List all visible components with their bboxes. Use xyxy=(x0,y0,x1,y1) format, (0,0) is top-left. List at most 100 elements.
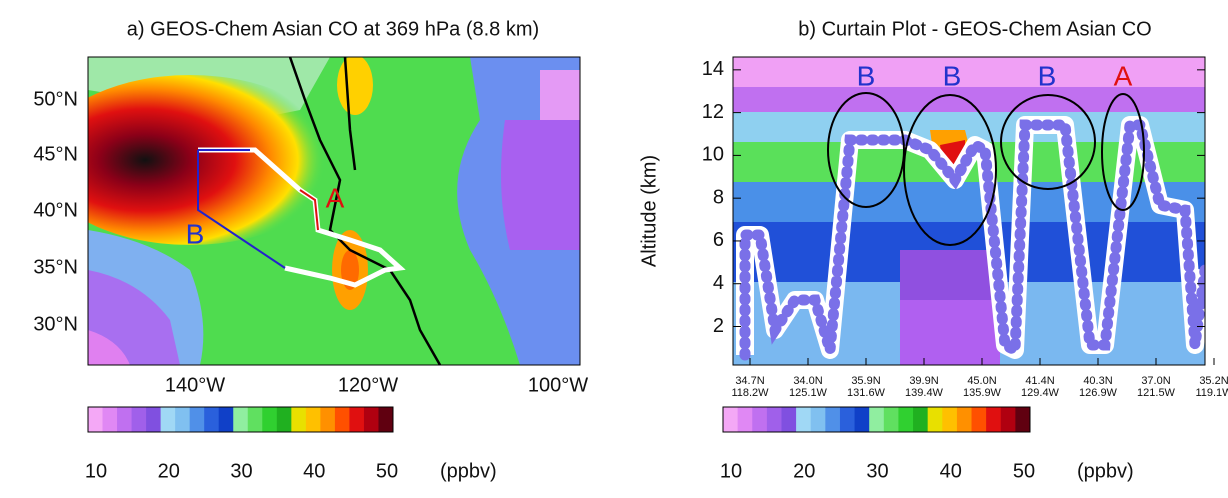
colorbar-tick-label: 30 xyxy=(230,460,252,482)
colorbar-frame xyxy=(87,406,394,433)
map-frame xyxy=(87,56,581,366)
x-tick-label: 125.1W xyxy=(789,387,828,399)
colorbar-cell xyxy=(796,407,812,432)
lat-label: 40°N xyxy=(33,199,78,221)
colorbar-cell xyxy=(956,407,973,432)
colorbar-tick-label: 40 xyxy=(940,460,962,482)
x-tick-label: 45.0N xyxy=(967,375,996,387)
lat-label: 35°N xyxy=(33,256,78,278)
highlight-ellipse xyxy=(1000,94,1096,190)
curtain-annotation: A xyxy=(1114,60,1133,91)
x-tick-label: 39.9N xyxy=(909,375,938,387)
highlight-ellipse xyxy=(903,94,997,246)
x-tick-label: 37.0N xyxy=(1141,375,1170,387)
highlight-ellipse xyxy=(1101,93,1145,211)
lon-label: 140°W xyxy=(165,374,225,396)
colorbar-cell xyxy=(160,407,176,432)
highlight-ellipse xyxy=(827,92,905,208)
colorbar-cell xyxy=(291,407,307,432)
colorbar-cell xyxy=(334,407,350,432)
colorbar-cell xyxy=(883,407,899,432)
y-tick-label: 10 xyxy=(702,144,724,166)
y-tick-label: 12 xyxy=(702,101,724,123)
colorbar-tick-label: 40 xyxy=(303,460,325,482)
colorbar-cell xyxy=(781,407,797,432)
colorbar-cell xyxy=(854,407,870,432)
colorbar-cell xyxy=(810,407,826,432)
colorbar-cell xyxy=(189,407,205,432)
colorbar-cell xyxy=(1000,407,1016,432)
colorbar-cell xyxy=(1015,407,1031,432)
y-tick-label: 4 xyxy=(713,272,724,294)
curtain-annotation: B xyxy=(1038,60,1057,91)
y-tick-label: 6 xyxy=(713,229,724,251)
colorbar-cell xyxy=(927,407,943,432)
colorbar-tick-label: 10 xyxy=(85,460,107,482)
y-tick-label: 2 xyxy=(713,315,724,337)
colorbar-cell xyxy=(839,407,856,432)
colorbar-cell xyxy=(320,407,336,432)
x-tick-label: 35.2N xyxy=(1199,375,1228,387)
colorbar-tick-label: 20 xyxy=(793,460,815,482)
map-annotation: A xyxy=(326,182,345,213)
x-tick-label: 119.1W xyxy=(1195,387,1228,399)
colorbar-cell xyxy=(175,407,191,432)
x-tick-label: 118.2W xyxy=(731,387,769,399)
colorbar-cell xyxy=(869,407,885,432)
colorbar-cell xyxy=(102,407,118,432)
colorbar-cell xyxy=(276,407,292,432)
map-field xyxy=(88,57,580,365)
colorbar-cell xyxy=(378,407,394,432)
curtain-frame xyxy=(732,56,1206,366)
colorbar-cell xyxy=(898,407,914,432)
map-annotation: B xyxy=(186,218,205,249)
y-tick-label: 8 xyxy=(713,186,724,208)
x-tick-label: 139.4W xyxy=(905,387,944,399)
colorbar-cell xyxy=(247,407,263,432)
colorbar-cell xyxy=(262,407,278,432)
x-tick-label: 121.5W xyxy=(1137,387,1176,399)
colorbar-cell xyxy=(233,407,249,432)
x-tick-label: 129.4W xyxy=(1021,387,1060,399)
colorbar-cell xyxy=(349,407,365,432)
colorbar-cell xyxy=(942,407,958,432)
colorbar-cell xyxy=(986,407,1002,432)
colorbar-tick-label: 50 xyxy=(1013,460,1035,482)
lon-label: 100°W xyxy=(528,374,588,396)
colorbar-cell xyxy=(88,407,104,432)
x-tick-label: 40.3N xyxy=(1083,375,1112,387)
colorbar-unit: (ppbv) xyxy=(440,460,497,482)
lon-label: 120°W xyxy=(338,374,398,396)
colorbar-cell xyxy=(146,407,162,432)
colorbar-cell xyxy=(766,407,782,432)
lat-label: 30°N xyxy=(33,313,78,335)
colorbar-cell xyxy=(971,407,987,432)
curtain-field xyxy=(733,57,1205,365)
curtain-title: b) Curtain Plot - GEOS-Chem Asian CO xyxy=(798,18,1151,40)
x-tick-label: 34.7N xyxy=(735,375,764,387)
colorbar-cell xyxy=(825,407,841,432)
x-tick-label: 41.4N xyxy=(1025,375,1054,387)
x-tick-label: 35.9N xyxy=(851,375,880,387)
colorbar-cell xyxy=(218,407,234,432)
x-tick-label: 131.6W xyxy=(847,387,886,399)
colorbar-cell xyxy=(752,407,768,432)
colorbar-cell xyxy=(363,407,379,432)
colorbar-cell xyxy=(131,407,147,432)
colorbar-tick-label: 50 xyxy=(376,460,398,482)
colorbar-cell xyxy=(117,407,133,432)
colorbar-cell xyxy=(204,407,220,432)
curtain-annotation: B xyxy=(943,60,962,91)
lat-label: 45°N xyxy=(33,143,78,165)
y-axis-label: Altitude (km) xyxy=(638,155,660,267)
colorbar-tick-label: 10 xyxy=(720,460,742,482)
x-tick-label: 126.9W xyxy=(1079,387,1118,399)
y-tick-label: 14 xyxy=(702,58,724,80)
x-tick-label: 135.9W xyxy=(963,387,1002,399)
x-tick-label: 34.0N xyxy=(793,375,822,387)
colorbar-frame xyxy=(722,406,1031,433)
colorbar-cell xyxy=(737,407,753,432)
colorbar-tick-label: 20 xyxy=(158,460,180,482)
colorbar-cell xyxy=(913,407,929,432)
